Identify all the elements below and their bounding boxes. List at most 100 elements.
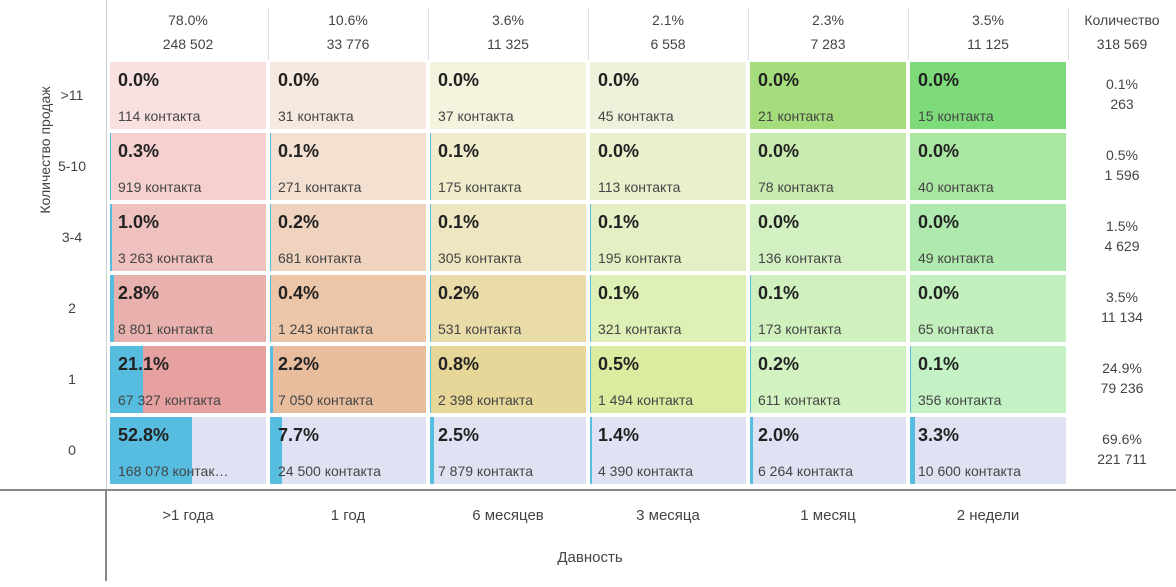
cell-share: 0.0% xyxy=(438,70,480,90)
share-bar xyxy=(430,346,432,413)
separator xyxy=(268,8,269,60)
cell-contacts: 173 контакта xyxy=(758,321,842,337)
total-count: 318 569 xyxy=(1096,36,1148,52)
cell-share: 2.0% xyxy=(758,425,800,445)
cell-contacts: 3 263 контакта xyxy=(118,250,214,266)
share-bar xyxy=(110,204,112,271)
cell: 0.0% 113 контакта xyxy=(590,133,746,200)
cell: 0.0% 49 контакта xyxy=(910,204,1066,271)
column-count: 248 502 xyxy=(162,36,214,52)
cell-contacts: 65 контакта xyxy=(918,321,994,337)
cell: 0.8% 2 398 контакта xyxy=(430,346,586,413)
cell-share: 3.3% xyxy=(918,425,960,445)
row-share: 0.1% xyxy=(1106,76,1138,92)
row-label: 1 xyxy=(68,371,76,387)
row-count: 4 629 xyxy=(1104,238,1140,254)
cell-share: 0.1% xyxy=(598,283,640,303)
column-count: 11 325 xyxy=(487,36,529,52)
cell: 1.4% 4 390 контакта xyxy=(590,417,746,484)
cell-contacts: 1 494 контакта xyxy=(598,392,694,408)
cell: 0.2% 531 контакта xyxy=(430,275,586,342)
cell-contacts: 40 контакта xyxy=(918,179,994,195)
cell-contacts: 681 контакта xyxy=(278,250,362,266)
cell-share: 0.1% xyxy=(438,212,480,232)
cell-share: 0.0% xyxy=(918,283,960,303)
row-count: 11 134 xyxy=(1101,309,1143,325)
row-count: 1 596 xyxy=(1104,167,1140,183)
cell-share: 0.4% xyxy=(278,283,320,303)
cell-contacts: 356 контакта xyxy=(918,392,1002,408)
row-count: 263 xyxy=(1110,96,1134,112)
cell: 21.1% 67 327 контакта xyxy=(110,346,266,413)
cell-share: 0.0% xyxy=(918,212,960,232)
row-count: 79 236 xyxy=(1100,380,1144,396)
cell: 0.4% 1 243 контакта xyxy=(270,275,426,342)
cell-contacts: 919 контакта xyxy=(118,179,202,195)
divider xyxy=(0,489,1176,491)
cell-contacts: 45 контакта xyxy=(598,108,674,124)
row-label: 5-10 xyxy=(57,158,87,174)
cell-share: 2.8% xyxy=(118,283,160,303)
share-bar xyxy=(590,417,593,484)
cell: 0.0% 136 контакта xyxy=(750,204,906,271)
cell: 0.5% 1 494 контакта xyxy=(590,346,746,413)
cell: 0.0% 45 контакта xyxy=(590,62,746,129)
column-share: 2.3% xyxy=(812,12,844,28)
cell: 2.0% 6 264 контакта xyxy=(750,417,906,484)
cell-share: 0.2% xyxy=(438,283,480,303)
column-share: 78.0% xyxy=(168,12,208,28)
cell-share: 0.5% xyxy=(598,354,640,374)
cell-contacts: 7 050 контакта xyxy=(278,392,374,408)
cell-contacts: 114 контакта xyxy=(118,108,201,124)
column-share: 2.1% xyxy=(652,12,684,28)
cell-share: 0.0% xyxy=(758,70,800,90)
separator xyxy=(588,8,589,60)
cell-share: 0.1% xyxy=(758,283,800,303)
share-bar xyxy=(750,417,754,484)
cell: 0.3% 919 контакта xyxy=(110,133,266,200)
row-label: 3-4 xyxy=(61,229,83,245)
cell-share: 0.1% xyxy=(438,141,480,161)
cell-contacts: 6 264 контакта xyxy=(758,463,854,479)
separator xyxy=(748,8,749,60)
cell: 0.2% 611 контакта xyxy=(750,346,906,413)
cell-share: 7.7% xyxy=(278,425,320,445)
share-bar xyxy=(270,346,274,413)
cell: 0.1% 195 контакта xyxy=(590,204,746,271)
cell-contacts: 8 801 контакта xyxy=(118,321,214,337)
cell-share: 0.1% xyxy=(598,212,640,232)
cell-contacts: 136 контакта xyxy=(758,250,842,266)
cell: 0.1% 173 контакта xyxy=(750,275,906,342)
cell-share: 0.0% xyxy=(918,70,960,90)
cell: 2.8% 8 801 контакта xyxy=(110,275,266,342)
cell: 0.1% 175 контакта xyxy=(430,133,586,200)
cell: 0.2% 681 контакта xyxy=(270,204,426,271)
cell-contacts: 175 контакта xyxy=(438,179,522,195)
cell-share: 0.2% xyxy=(758,354,800,374)
x-label: >1 года xyxy=(162,507,214,524)
cell: 1.0% 3 263 контакта xyxy=(110,204,266,271)
x-label: 1 год xyxy=(330,507,366,524)
cell-share: 0.1% xyxy=(278,141,320,161)
cell: 0.0% 78 контакта xyxy=(750,133,906,200)
cell: 0.1% 305 контакта xyxy=(430,204,586,271)
cell: 2.2% 7 050 контакта xyxy=(270,346,426,413)
cell: 0.0% 21 контакта xyxy=(750,62,906,129)
row-label: 2 xyxy=(68,300,76,316)
cell-share: 21.1% xyxy=(118,354,170,374)
cell-contacts: 1 243 контакта xyxy=(278,321,374,337)
cell-contacts: 168 078 контак… xyxy=(118,463,229,479)
total-title: Количество xyxy=(1084,12,1160,28)
divider xyxy=(106,0,107,489)
cell-share: 52.8% xyxy=(118,425,170,445)
cell-share: 1.0% xyxy=(118,212,160,232)
divider xyxy=(105,489,107,581)
cell-share: 0.0% xyxy=(118,70,160,90)
cell-share: 0.0% xyxy=(598,141,640,161)
share-bar xyxy=(110,275,115,342)
cell-contacts: 4 390 контакта xyxy=(598,463,694,479)
row-share: 69.6% xyxy=(1102,431,1142,447)
x-label: 1 месяц xyxy=(800,507,856,524)
cell-contacts: 10 600 контакта xyxy=(918,463,1021,479)
share-bar xyxy=(270,417,282,484)
